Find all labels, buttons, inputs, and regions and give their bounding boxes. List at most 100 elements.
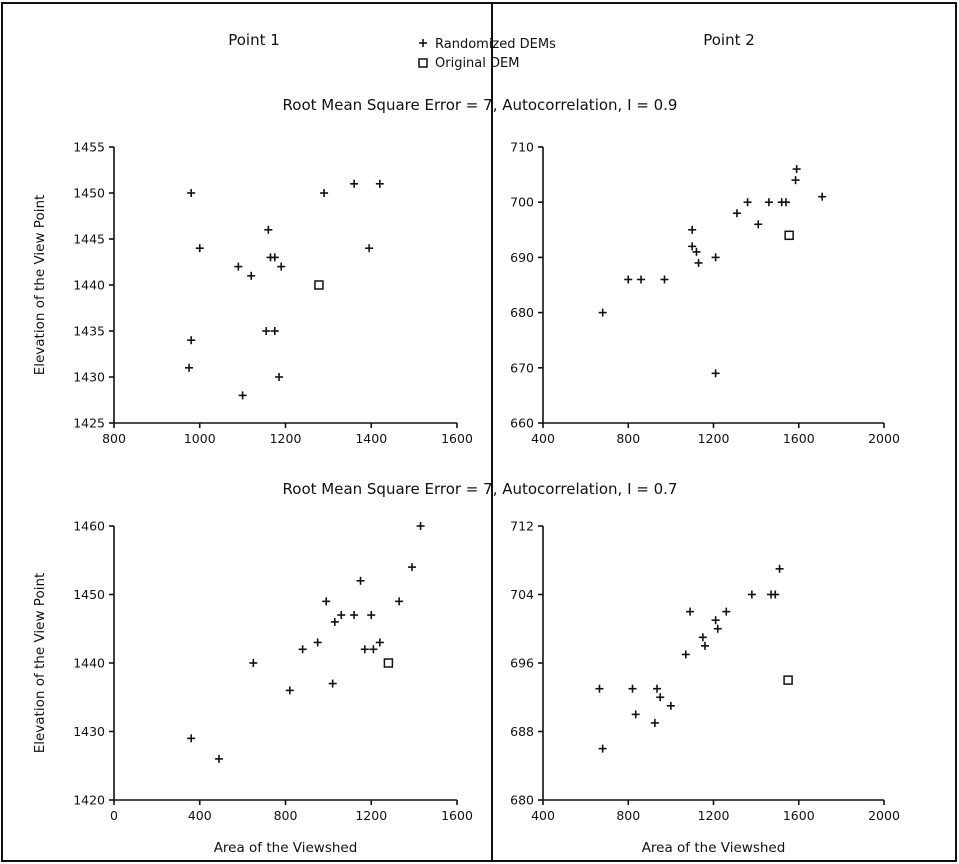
randomized-dem-point [337, 611, 346, 620]
y-tick-label: 680 [510, 793, 534, 808]
randomized-dem-point [656, 693, 665, 702]
randomized-dem-point [722, 607, 731, 616]
randomized-dem-point [711, 616, 720, 625]
x-tick-label: 400 [531, 808, 555, 823]
panel-point2-top: 400 800 1200 1600 2000 660 670 680 690 700 710 [510, 140, 900, 447]
randomized-dem-point [298, 645, 307, 654]
randomized-dem-point [247, 271, 256, 280]
y-tick-label: 1445 [73, 232, 105, 247]
randomized-dem-point [692, 247, 701, 256]
point-2-title: Point 2 [703, 31, 755, 49]
randomized-dem-point [598, 308, 607, 317]
x-tick-label: 1200 [698, 431, 730, 446]
randomized-dem-point [791, 176, 800, 185]
x-tick-label: 800 [102, 431, 126, 446]
original-dem-point [314, 280, 324, 290]
y-tick-label: 660 [510, 416, 534, 431]
randomized-dem-point [598, 744, 607, 753]
randomized-dem-point [818, 192, 827, 201]
randomized-dem-point [732, 209, 741, 218]
randomized-dem-point [275, 373, 284, 381]
randomized-dem-point [285, 686, 294, 695]
legend-entry-randomized: Randomized DEMs [419, 37, 556, 52]
x-tick-label: 800 [274, 808, 298, 823]
y-axis-title: Elevation of the View Point [32, 195, 48, 376]
axes [538, 525, 885, 805]
randomized-dem-point [624, 275, 633, 284]
randomized-dem-point [764, 198, 773, 207]
randomized-dem-point [713, 624, 722, 633]
randomized-dem-point [270, 327, 279, 335]
randomized-dem-point [395, 597, 404, 606]
x-tick-label: 1600 [441, 808, 473, 823]
original-dem-point [784, 230, 794, 241]
panel-point1-top: 800 1000 1200 1400 1600 1425 1430 1435 1440 1445 1… [32, 140, 473, 447]
randomized-dem-point [238, 391, 247, 400]
y-tick-label: 680 [510, 305, 534, 320]
y-tick-label: 710 [510, 140, 534, 155]
panel-point1-bottom: 0 400 800 1200 1600 1420 1430 1440 1450 1460 Eleva… [32, 519, 473, 857]
y-tick-label: 712 [510, 519, 534, 534]
randomized-dem-point [650, 718, 659, 727]
randomized-dem-point [322, 597, 331, 606]
randomized-dem-point [187, 189, 196, 197]
x-tick-label: 800 [616, 808, 640, 823]
randomized-dem-point [187, 734, 196, 743]
x-tick-label: 800 [616, 431, 640, 446]
y-tick-label: 1460 [73, 519, 105, 534]
randomized-dem-point [187, 336, 196, 345]
legend: Randomized DEMs Original DEM [418, 37, 556, 71]
y-tick-label: 1455 [73, 140, 105, 155]
legend-label-original: Original DEM [435, 56, 519, 71]
randomized-dem-point [330, 617, 339, 626]
randomized-dem-point [637, 275, 646, 284]
randomized-dem-point [775, 564, 784, 573]
randomized-dem-point [195, 244, 204, 253]
axes [538, 146, 885, 428]
randomized-dem-point [792, 165, 801, 174]
point-1-title: Point 1 [228, 31, 280, 49]
randomized-dem-point [711, 369, 720, 378]
randomized-dem-point [367, 611, 376, 620]
x-tick-label: 1200 [698, 808, 730, 823]
randomized-dem-point [653, 684, 662, 693]
randomized-dem-point [215, 754, 224, 763]
randomized-dem-point [313, 638, 322, 647]
randomized-dem-point [747, 590, 756, 599]
x-axis-title: Area of the Viewshed [642, 840, 786, 856]
x-tick-label: 1200 [270, 431, 302, 446]
randomized-dem-point [700, 641, 709, 650]
y-tick-label: 670 [510, 360, 534, 375]
randomized-dem-point [356, 576, 365, 585]
randomized-dem-point [771, 590, 780, 599]
randomized-dem-point [360, 645, 369, 654]
y-tick-label: 700 [510, 195, 534, 210]
randomized-dem-point [185, 363, 194, 372]
randomized-dem-point [262, 327, 271, 335]
y-axis-title: Elevation of the View Point [32, 573, 48, 754]
x-tick-label: 2000 [868, 431, 900, 446]
randomized-dem-point [375, 179, 384, 188]
randomized-dem-point [375, 638, 384, 647]
x-tick-label: 400 [531, 431, 555, 446]
y-tick-label: 1440 [73, 278, 105, 293]
x-tick-label: 0 [110, 808, 118, 823]
x-tick-label: 2000 [868, 808, 900, 823]
y-tick-label: 1435 [73, 324, 105, 339]
y-tick-label: 1430 [73, 370, 105, 385]
axes [109, 146, 458, 428]
x-tick-label: 1600 [783, 431, 815, 446]
legend-square-icon [418, 58, 428, 68]
randomized-dem-point [350, 179, 359, 188]
randomized-dem-point [407, 563, 416, 572]
y-tick-label: 1450 [73, 587, 105, 602]
randomized-dem-point [595, 684, 604, 693]
x-tick-label: 1000 [184, 431, 216, 446]
randomized-dem-point [264, 225, 273, 234]
x-tick-label: 1400 [355, 431, 387, 446]
row-1-title: Root Mean Square Error = 7, Autocorrelat… [283, 96, 678, 114]
row-2-title: Root Mean Square Error = 7, Autocorrelat… [283, 480, 678, 498]
y-tick-label: 688 [510, 724, 534, 739]
